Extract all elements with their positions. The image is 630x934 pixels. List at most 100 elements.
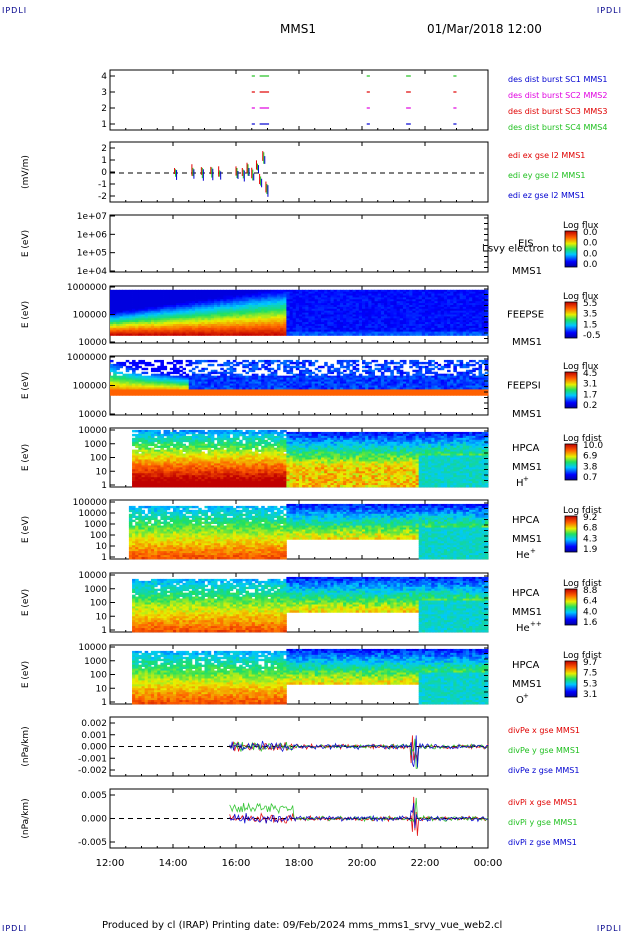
spectrogram-cell — [481, 361, 486, 365]
spectrogram-cell — [289, 297, 294, 300]
spectrogram-cell — [371, 289, 375, 293]
spectrogram-cell — [295, 324, 300, 327]
spectrogram-cell — [412, 318, 416, 321]
spectrogram-cell — [368, 361, 372, 365]
spectrogram-cell — [160, 391, 164, 394]
spectrogram-cell — [409, 365, 413, 369]
spectrogram-cell — [317, 289, 322, 293]
spectrogram-cell — [267, 333, 272, 336]
spectrogram-cell — [314, 297, 319, 300]
spectrogram-cell — [443, 301, 448, 304]
spectrogram-cell — [283, 318, 287, 321]
spectrogram-cell — [160, 291, 164, 294]
spectrogram-cell — [150, 393, 155, 396]
spectrogram-cell — [425, 316, 429, 319]
spectrogram-cell — [276, 322, 281, 325]
spectrogram-cell — [223, 361, 227, 365]
spectrogram-cell — [188, 325, 193, 329]
spectrogram-cell — [273, 312, 278, 315]
spectrogram-cell — [402, 320, 407, 323]
spectrogram-cell — [223, 316, 227, 319]
spectrogram-cell — [232, 373, 237, 377]
spectrogram-cell — [201, 331, 205, 334]
spectrogram-cell — [204, 318, 209, 321]
spectrogram-cell — [169, 305, 174, 308]
spectrogram-cell — [339, 320, 344, 323]
spectrogram-cell — [195, 387, 199, 390]
spectrogram-cell — [144, 383, 149, 386]
spectrogram-cell — [116, 389, 120, 392]
spectrogram-cell — [305, 318, 309, 321]
spectrogram-cell — [453, 312, 457, 315]
spectrogram-cell — [368, 325, 372, 329]
spectrogram-cell — [450, 393, 454, 396]
spectrogram-cell — [132, 324, 136, 327]
spectrogram-cell — [179, 312, 183, 315]
spectrogram-cell — [450, 322, 454, 325]
spectrogram-cell — [169, 383, 174, 386]
spectrogram-cell — [226, 320, 231, 323]
spectrogram-cell — [327, 327, 331, 331]
spectrogram-cell — [447, 291, 451, 294]
spectrogram-cell — [179, 365, 183, 369]
spectrogram-cell — [280, 393, 284, 396]
y-tick-label: 1000000 — [67, 353, 107, 363]
spectrogram-cell — [220, 389, 224, 392]
spectrogram-cell — [157, 367, 161, 371]
spectrogram-cell — [254, 310, 259, 313]
spectrogram-cell — [390, 324, 394, 327]
spectrogram-cell — [254, 329, 259, 332]
spectrogram-cell — [456, 329, 461, 332]
instrument-label: FEEPSI — [507, 381, 541, 392]
spectrogram-cell — [150, 329, 155, 332]
spectrogram-cell — [362, 314, 366, 317]
spectrogram-cell — [119, 389, 123, 392]
spectrogram-cell — [110, 289, 114, 293]
spectrogram-cell — [327, 371, 331, 375]
spectrogram-cell — [374, 289, 379, 293]
spectrogram-cell — [440, 291, 445, 294]
spectrogram-cell — [248, 361, 253, 365]
spectrogram-cell — [352, 312, 357, 315]
spectrogram-cell — [132, 385, 136, 388]
spectrogram-cell — [132, 389, 136, 392]
spectrogram-cell — [415, 329, 420, 332]
spectrogram-cell — [431, 333, 435, 336]
spectrogram-cell — [314, 310, 319, 313]
spectrogram-cell — [220, 318, 224, 321]
spectrogram-cell — [157, 377, 161, 380]
spectrogram-cell — [226, 299, 231, 302]
spectrogram-cell — [289, 333, 294, 336]
spectrogram-cell — [166, 329, 171, 332]
spectrogram-cell — [478, 333, 483, 336]
spectrogram-cell — [393, 320, 398, 323]
spectrogram-cell — [425, 322, 429, 325]
spectrogram-cell — [254, 393, 259, 396]
spectrogram-cell — [434, 320, 438, 323]
spectrogram-cell — [191, 322, 196, 325]
spectrogram-cell — [276, 316, 281, 319]
spectrogram-cell — [147, 377, 152, 380]
spectrogram-cell — [399, 324, 404, 327]
spectrogram-cell — [289, 291, 294, 294]
spectrogram-cell — [182, 324, 186, 327]
spectrogram-cell — [371, 301, 375, 304]
spectrogram-cell — [232, 383, 237, 386]
spectrogram-cell — [308, 333, 312, 336]
spectrogram-cell — [399, 314, 404, 317]
spectrogram-cell — [116, 329, 120, 332]
spectrogram-cell — [245, 333, 249, 336]
spectrogram-cell — [166, 387, 171, 390]
spectrogram-cell — [188, 391, 193, 394]
spectrogram-cell — [349, 318, 353, 321]
spectrogram-cell — [456, 318, 461, 321]
spectrogram-cell — [110, 331, 114, 334]
spectrogram-cell — [254, 365, 259, 369]
spectrogram-cell — [258, 381, 262, 384]
spectrogram-cell — [254, 299, 259, 302]
spectrogram-cell — [333, 310, 338, 313]
spectrogram-cell — [437, 295, 442, 298]
spectrogram-cell — [147, 295, 152, 298]
spectrogram-cell — [232, 299, 237, 302]
